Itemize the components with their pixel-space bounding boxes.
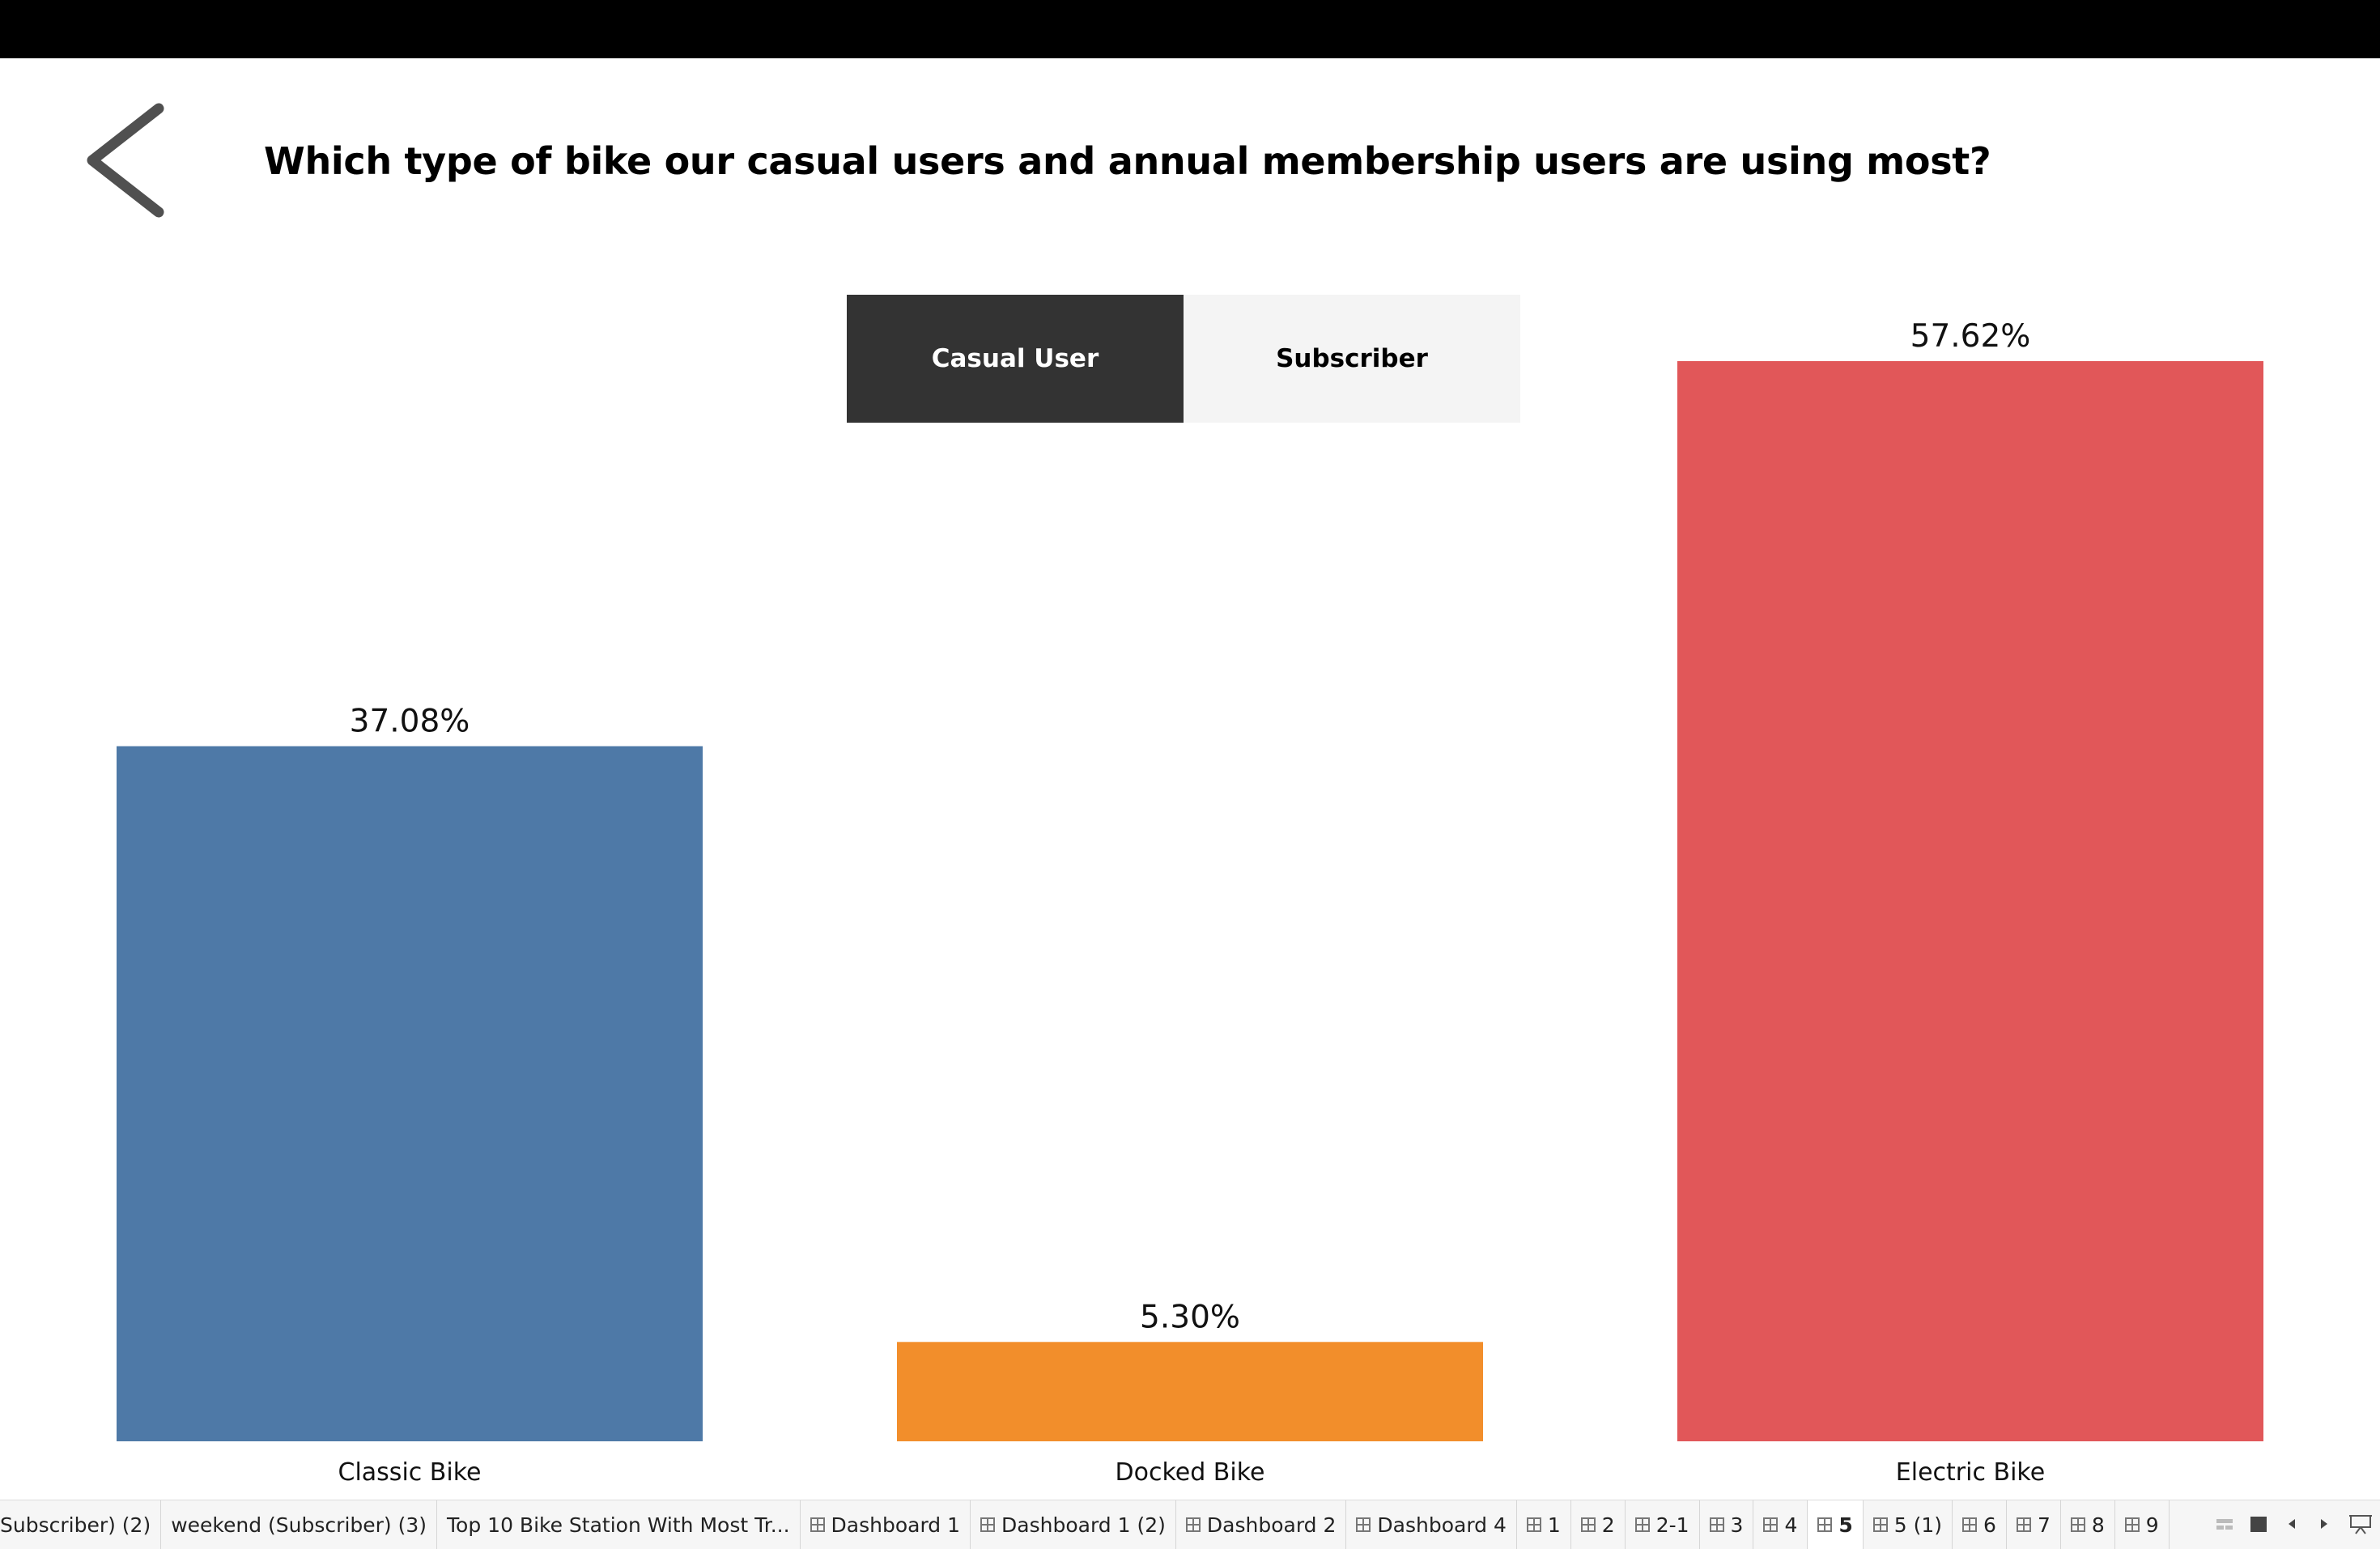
data-label-docked-bike: 5.30%	[1140, 1299, 1240, 1335]
dashboard-icon	[2016, 1517, 2031, 1532]
dashboard-icon	[1709, 1517, 1724, 1532]
dashboard-icon	[1817, 1517, 1833, 1532]
filmstrip-icon[interactable]	[2244, 1500, 2273, 1548]
sheet-tab[interactable]: Subscriber) (2)	[0, 1500, 162, 1549]
sheet-tab-label: Dashboard 1	[831, 1513, 961, 1537]
sheet-tab-label: weekend (Subscriber) (3)	[171, 1513, 427, 1537]
sheet-tab-label: 4	[1784, 1513, 1798, 1537]
sheet-tab[interactable]: 2	[1571, 1500, 1626, 1549]
dashboard-icon	[1872, 1517, 1888, 1532]
dashboard-icon	[1185, 1517, 1201, 1532]
data-label-electric-bike: 57.62%	[1910, 318, 2031, 355]
sheet-tab-label: 1	[1547, 1513, 1561, 1537]
dashboard-icon	[1763, 1517, 1779, 1532]
bar-classic-bike[interactable]	[117, 746, 703, 1441]
bar-electric-bike[interactable]	[1677, 361, 2263, 1441]
sheet-tab-label: Dashboard 2	[1206, 1513, 1337, 1537]
x-tick-label-electric-bike: Electric Bike	[1896, 1458, 2045, 1487]
sheet-tab-label: Subscriber) (2)	[0, 1513, 151, 1537]
sheet-tab[interactable]: 7	[2007, 1500, 2061, 1549]
prev-sheet-icon[interactable]	[2280, 1500, 2304, 1548]
top-toolbar	[0, 0, 2380, 58]
sheet-tab-label: 6	[1983, 1513, 1996, 1537]
dashboard-icon	[1580, 1517, 1596, 1532]
sheet-tab[interactable]: 5	[1808, 1500, 1864, 1549]
x-tick-label-docked-bike: Docked Bike	[1116, 1458, 1265, 1487]
sheet-tab-label: Dashboard 4	[1377, 1513, 1507, 1537]
sheet-tab[interactable]: Top 10 Bike Station With Most Tr...	[437, 1500, 801, 1549]
dashboard-icon	[2070, 1517, 2085, 1532]
sheet-tab-label: 5 (1)	[1893, 1513, 1943, 1537]
page-title: Which type of bike our casual users and …	[264, 139, 1991, 183]
sheet-tab[interactable]: Dashboard 4	[1346, 1500, 1517, 1549]
sheet-tab-label: 2	[1601, 1513, 1615, 1537]
dashboard-icon	[1526, 1517, 1541, 1532]
user-type-toggle[interactable]: Casual User Subscriber	[847, 295, 1520, 423]
sheet-tab[interactable]: 5 (1)	[1864, 1500, 1953, 1549]
presentation-icon[interactable]	[2344, 1500, 2377, 1548]
subscriber-button[interactable]: Subscriber	[1184, 295, 1520, 423]
sheet-tab[interactable]: weekend (Subscriber) (3)	[161, 1500, 438, 1549]
bar-docked-bike[interactable]	[897, 1342, 1483, 1441]
data-label-classic-bike: 37.08%	[350, 704, 470, 740]
sheet-tab-label: 2-1	[1655, 1513, 1689, 1537]
casual-user-button[interactable]: Casual User	[847, 295, 1184, 423]
dashboard-icon	[810, 1517, 825, 1532]
sheet-tab-label: 9	[2145, 1513, 2159, 1537]
dashboard-icon	[1962, 1517, 1978, 1532]
sheet-tab-label: 3	[1730, 1513, 1744, 1537]
dashboard-icon	[980, 1517, 996, 1532]
sheet-sorter-icon[interactable]	[2210, 1500, 2239, 1548]
sheet-tab-label: 5	[1838, 1513, 1853, 1537]
sheet-tab[interactable]: 3	[1700, 1500, 1754, 1549]
sheet-tab-label: 8	[2091, 1513, 2105, 1537]
next-sheet-icon[interactable]	[2312, 1500, 2336, 1548]
sheet-tab[interactable]: Dashboard 2	[1176, 1500, 1347, 1549]
sheet-tab-label: Top 10 Bike Station With Most Tr...	[447, 1513, 790, 1537]
dashboard-icon	[2124, 1517, 2140, 1532]
sheet-tab[interactable]: 6	[1953, 1500, 2007, 1549]
sheet-tab-label: 7	[2037, 1513, 2051, 1537]
sheet-tab[interactable]: 2-1	[1626, 1500, 1700, 1549]
dashboard-icon	[1634, 1517, 1650, 1532]
x-tick-label-classic-bike: Classic Bike	[338, 1458, 482, 1487]
sheet-tab[interactable]: 1	[1517, 1500, 1571, 1549]
bike-type-bar-chart: 37.08% Classic Bike 5.30% Docked Bike 57.62%…	[117, 318, 2263, 1487]
sheet-tab[interactable]: 8	[2061, 1500, 2115, 1549]
dashboard-icon	[1356, 1517, 1371, 1532]
sheet-tab-label: Dashboard 1 (2)	[1001, 1513, 1166, 1537]
sheet-tab[interactable]: Dashboard 1 (2)	[971, 1500, 1176, 1549]
sheet-tab[interactable]: 4	[1753, 1500, 1808, 1549]
sheet-tab[interactable]: Dashboard 1	[801, 1500, 971, 1549]
sheet-tab-bar: Subscriber) (2) weekend (Subscriber) (3) T…	[0, 1500, 2380, 1549]
sheet-tab[interactable]: 9	[2115, 1500, 2170, 1549]
back-arrow-icon[interactable]	[78, 97, 183, 227]
